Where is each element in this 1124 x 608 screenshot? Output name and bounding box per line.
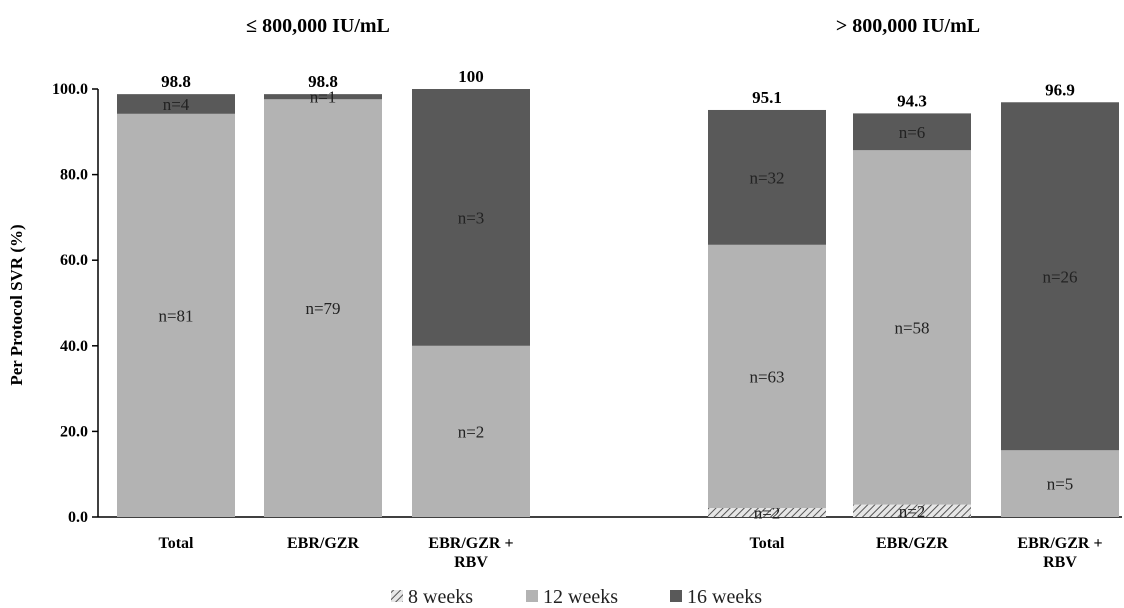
bar-segment	[708, 244, 826, 509]
y-tick-label: 40.0	[60, 338, 88, 355]
bar-segment-label: n=58	[894, 318, 929, 337]
bar-segment	[853, 504, 971, 517]
category-label: Total	[159, 535, 195, 552]
bar-segment	[1001, 450, 1119, 517]
bar-segment-label: n=4	[163, 95, 190, 114]
bar-segment-label: n=5	[1047, 475, 1074, 494]
bar-segment	[412, 89, 530, 346]
bar-segment-label: n=1	[310, 88, 337, 107]
bar-segment-label: n=32	[749, 168, 784, 187]
bar-segment	[117, 113, 235, 517]
bar-segment	[117, 94, 235, 114]
category-label: EBR/GZR	[287, 535, 359, 552]
category-label: Total	[750, 535, 786, 552]
legend-item: 12 weeks	[526, 586, 618, 608]
chart-panels: ≤ 800,000 IU/mLn=81n=498.8Totaln=79n=198…	[117, 15, 1119, 571]
y-tick-label: 60.0	[60, 252, 88, 269]
panel-title: ≤ 800,000 IU/mL	[246, 15, 390, 37]
category-label: EBR/GZR + RBV	[428, 535, 513, 571]
panel-title: > 800,000 IU/mL	[836, 15, 980, 37]
bar-segment	[853, 113, 971, 151]
legend-swatch	[670, 590, 682, 602]
y-axis-label: Per Protocol SVR (%)	[7, 224, 26, 385]
y-tick-label: 0.0	[68, 509, 88, 526]
bar-total-label: 98.8	[308, 72, 338, 91]
bar-total-label: 100	[458, 67, 484, 86]
bar-total-label: 98.8	[161, 72, 191, 91]
bar-total-label: 95.1	[752, 88, 782, 107]
bar-total-label: 94.3	[897, 91, 927, 110]
bar-segment-label: n=2	[754, 504, 781, 523]
bar-segment-label: n=79	[305, 299, 340, 318]
bar-segment-label: n=63	[749, 367, 784, 386]
bar-total-label: 96.9	[1045, 80, 1075, 99]
category-label: EBR/GZR	[876, 535, 948, 552]
category-label: EBR/GZR + RBV	[1017, 535, 1102, 571]
legend-label: 12 weeks	[543, 586, 618, 608]
bar-segment	[708, 508, 826, 517]
bar-segment-label: n=26	[1042, 267, 1077, 286]
panel: > 800,000 IU/mL n=2 n=63 n=32 95.1 Total n=2 n=…	[708, 15, 1119, 571]
bar-segment-label: n=81	[158, 306, 193, 325]
legend-swatch	[526, 590, 538, 602]
bar-segment	[412, 345, 530, 517]
bar-segment	[264, 94, 382, 100]
legend-item: 8 weeks	[391, 586, 473, 608]
bar-segment-label: n=2	[899, 502, 926, 521]
legend: 8 weeks 12 weeks 16 weeks	[391, 586, 762, 608]
legend-label: 8 weeks	[408, 586, 473, 608]
bar-segment-label: n=6	[899, 123, 926, 142]
legend-label: 16 weeks	[687, 586, 762, 608]
y-tick-label: 100.0	[52, 81, 88, 98]
bar-segment	[264, 99, 382, 517]
panel: ≤ 800,000 IU/mLn=81n=498.8Totaln=79n=198…	[117, 15, 530, 571]
legend-swatch	[391, 590, 403, 602]
y-tick-label: 20.0	[60, 423, 88, 440]
bar-segment-label: n=2	[458, 422, 485, 441]
y-tick-label: 80.0	[60, 167, 88, 184]
bar-segment	[853, 150, 971, 505]
legend-item: 16 weeks	[670, 586, 762, 608]
bar-segment-label: n=3	[458, 208, 485, 227]
bar-segment	[708, 109, 826, 245]
bar-segment	[1001, 102, 1119, 451]
